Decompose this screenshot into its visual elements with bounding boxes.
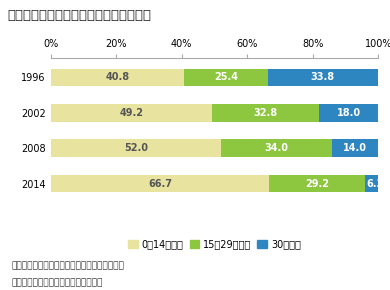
Text: 6.3: 6.3 bbox=[367, 179, 384, 188]
Text: （注）年齢計であるため、高齢化の影響を含む: （注）年齢計であるため、高齢化の影響を含む bbox=[12, 261, 124, 270]
Text: 29.2: 29.2 bbox=[305, 179, 329, 188]
Text: 52.0: 52.0 bbox=[124, 143, 148, 153]
Bar bbox=[268, 69, 378, 86]
Bar bbox=[332, 139, 378, 157]
Text: 40.8: 40.8 bbox=[105, 72, 129, 82]
Bar bbox=[184, 69, 268, 86]
Bar bbox=[221, 139, 332, 157]
Text: （資料）厉生労働省「患者調査」各年: （資料）厉生労働省「患者調査」各年 bbox=[12, 278, 103, 287]
Text: 14.0: 14.0 bbox=[343, 143, 367, 153]
Text: 32.8: 32.8 bbox=[254, 108, 278, 118]
Text: 34.0: 34.0 bbox=[265, 143, 289, 153]
Text: 66.7: 66.7 bbox=[148, 179, 172, 188]
Text: 図表５　虚血性心疾患の在院期間の推移: 図表５ 虚血性心疾患の在院期間の推移 bbox=[8, 9, 152, 22]
Bar bbox=[319, 104, 378, 122]
Bar bbox=[212, 104, 319, 122]
Text: 25.4: 25.4 bbox=[214, 72, 238, 82]
Bar bbox=[269, 175, 365, 192]
Text: 33.8: 33.8 bbox=[311, 72, 335, 82]
Bar bbox=[51, 175, 269, 192]
Legend: 0～14日未満, 15～29日未満, 30日以上: 0～14日未満, 15～29日未満, 30日以上 bbox=[124, 235, 305, 253]
Bar bbox=[51, 69, 184, 86]
Text: 18.0: 18.0 bbox=[337, 108, 361, 118]
Bar bbox=[51, 139, 221, 157]
Bar bbox=[51, 104, 212, 122]
Bar bbox=[365, 175, 385, 192]
Text: 49.2: 49.2 bbox=[119, 108, 143, 118]
